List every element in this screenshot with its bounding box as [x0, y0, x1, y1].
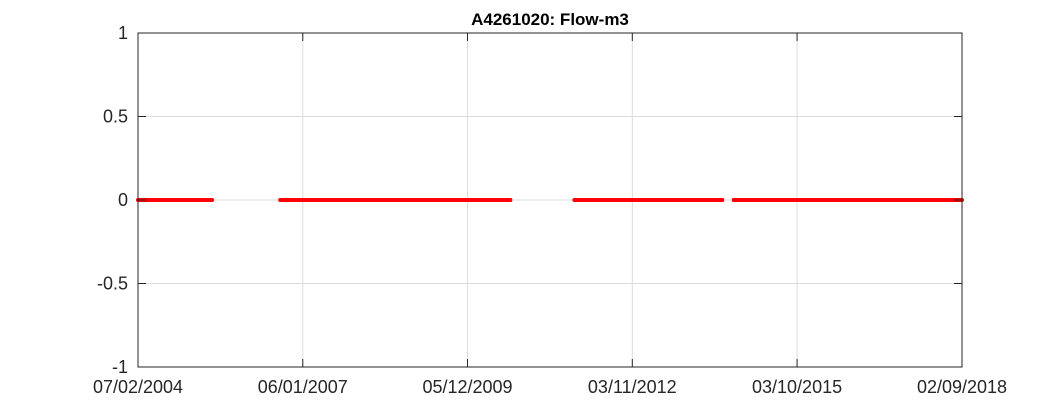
y-tick-label: 1	[118, 23, 128, 43]
y-tick-label: 0.5	[103, 107, 128, 127]
x-tick-label: 03/11/2012	[588, 377, 677, 397]
x-tick-label: 05/12/2009	[422, 377, 512, 397]
x-tick-label: 06/01/2007	[258, 377, 348, 397]
chart-title: A4261020: Flow-m3	[471, 10, 629, 29]
tick-layer: 1 0.5 0 -0.5 -107/02/2004 06/01/2007 05/12/200…	[93, 23, 1007, 397]
x-tick-label: 03/10/2015	[752, 377, 842, 397]
x-tick-label: 07/02/2004	[93, 377, 183, 397]
y-tick-label: 0	[118, 190, 128, 210]
x-tick-label: 02/09/2018	[917, 377, 1007, 397]
y-tick-label: -0.5	[97, 274, 128, 294]
y-tick-label: -1	[112, 357, 128, 377]
